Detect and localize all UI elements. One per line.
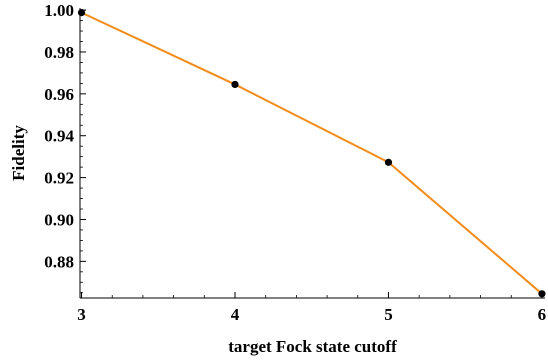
y-axis-title: Fidelity (9, 125, 28, 181)
y-tick-label: 0.88 (44, 252, 74, 271)
axes (79, 8, 545, 299)
x-tick-label: 5 (384, 305, 393, 324)
data-point (77, 9, 86, 17)
x-ticks: 3 4 5 6 (77, 292, 546, 324)
data-point (384, 158, 393, 166)
data-point (231, 80, 239, 89)
y-tick-label: 0.96 (44, 85, 74, 104)
y-ticks: 0.88 0.90 0.92 0.94 0.96 0.98 1.00 (44, 1, 86, 294)
x-tick-label: 6 (538, 305, 547, 324)
data-point (538, 290, 546, 298)
y-tick-label: 0.92 (44, 169, 74, 188)
y-tick-label: 1.00 (44, 1, 74, 20)
x-tick-label: 4 (231, 305, 240, 324)
y-tick-label: 0.94 (44, 127, 74, 146)
x-axis-title: target Fock state cutoff (228, 337, 397, 356)
y-tick-label: 0.90 (44, 210, 74, 229)
series-group (77, 9, 546, 298)
series-line (81, 11, 543, 295)
y-tick-label: 0.98 (44, 43, 74, 62)
x-tick-label: 3 (77, 305, 86, 324)
